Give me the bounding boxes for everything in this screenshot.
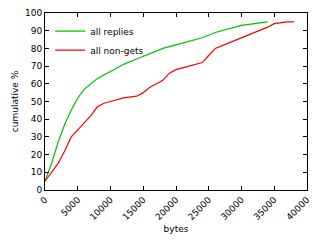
svg-text:bytes: bytes bbox=[164, 224, 189, 234]
svg-text:30000: 30000 bbox=[219, 195, 247, 223]
svg-text:cumulative %: cumulative % bbox=[10, 70, 20, 132]
svg-text:10: 10 bbox=[31, 167, 43, 177]
svg-text:0: 0 bbox=[38, 195, 49, 206]
svg-text:25000: 25000 bbox=[186, 195, 214, 223]
svg-text:30: 30 bbox=[31, 132, 43, 142]
svg-text:35000: 35000 bbox=[252, 195, 280, 223]
svg-text:40000: 40000 bbox=[284, 195, 312, 223]
svg-text:50: 50 bbox=[31, 97, 43, 107]
svg-text:20: 20 bbox=[31, 150, 43, 160]
svg-text:70: 70 bbox=[31, 61, 43, 71]
svg-text:20000: 20000 bbox=[153, 195, 181, 223]
svg-text:40: 40 bbox=[31, 114, 43, 124]
svg-text:all replies: all replies bbox=[90, 27, 134, 37]
svg-text:100: 100 bbox=[25, 8, 42, 18]
svg-text:90: 90 bbox=[31, 26, 43, 36]
svg-text:80: 80 bbox=[31, 44, 43, 54]
svg-text:all non-gets: all non-gets bbox=[90, 46, 143, 56]
svg-text:15000: 15000 bbox=[121, 195, 149, 223]
svg-text:5000: 5000 bbox=[59, 195, 82, 218]
svg-text:60: 60 bbox=[31, 79, 43, 89]
svg-text:10000: 10000 bbox=[88, 195, 116, 223]
svg-text:0: 0 bbox=[36, 185, 42, 195]
